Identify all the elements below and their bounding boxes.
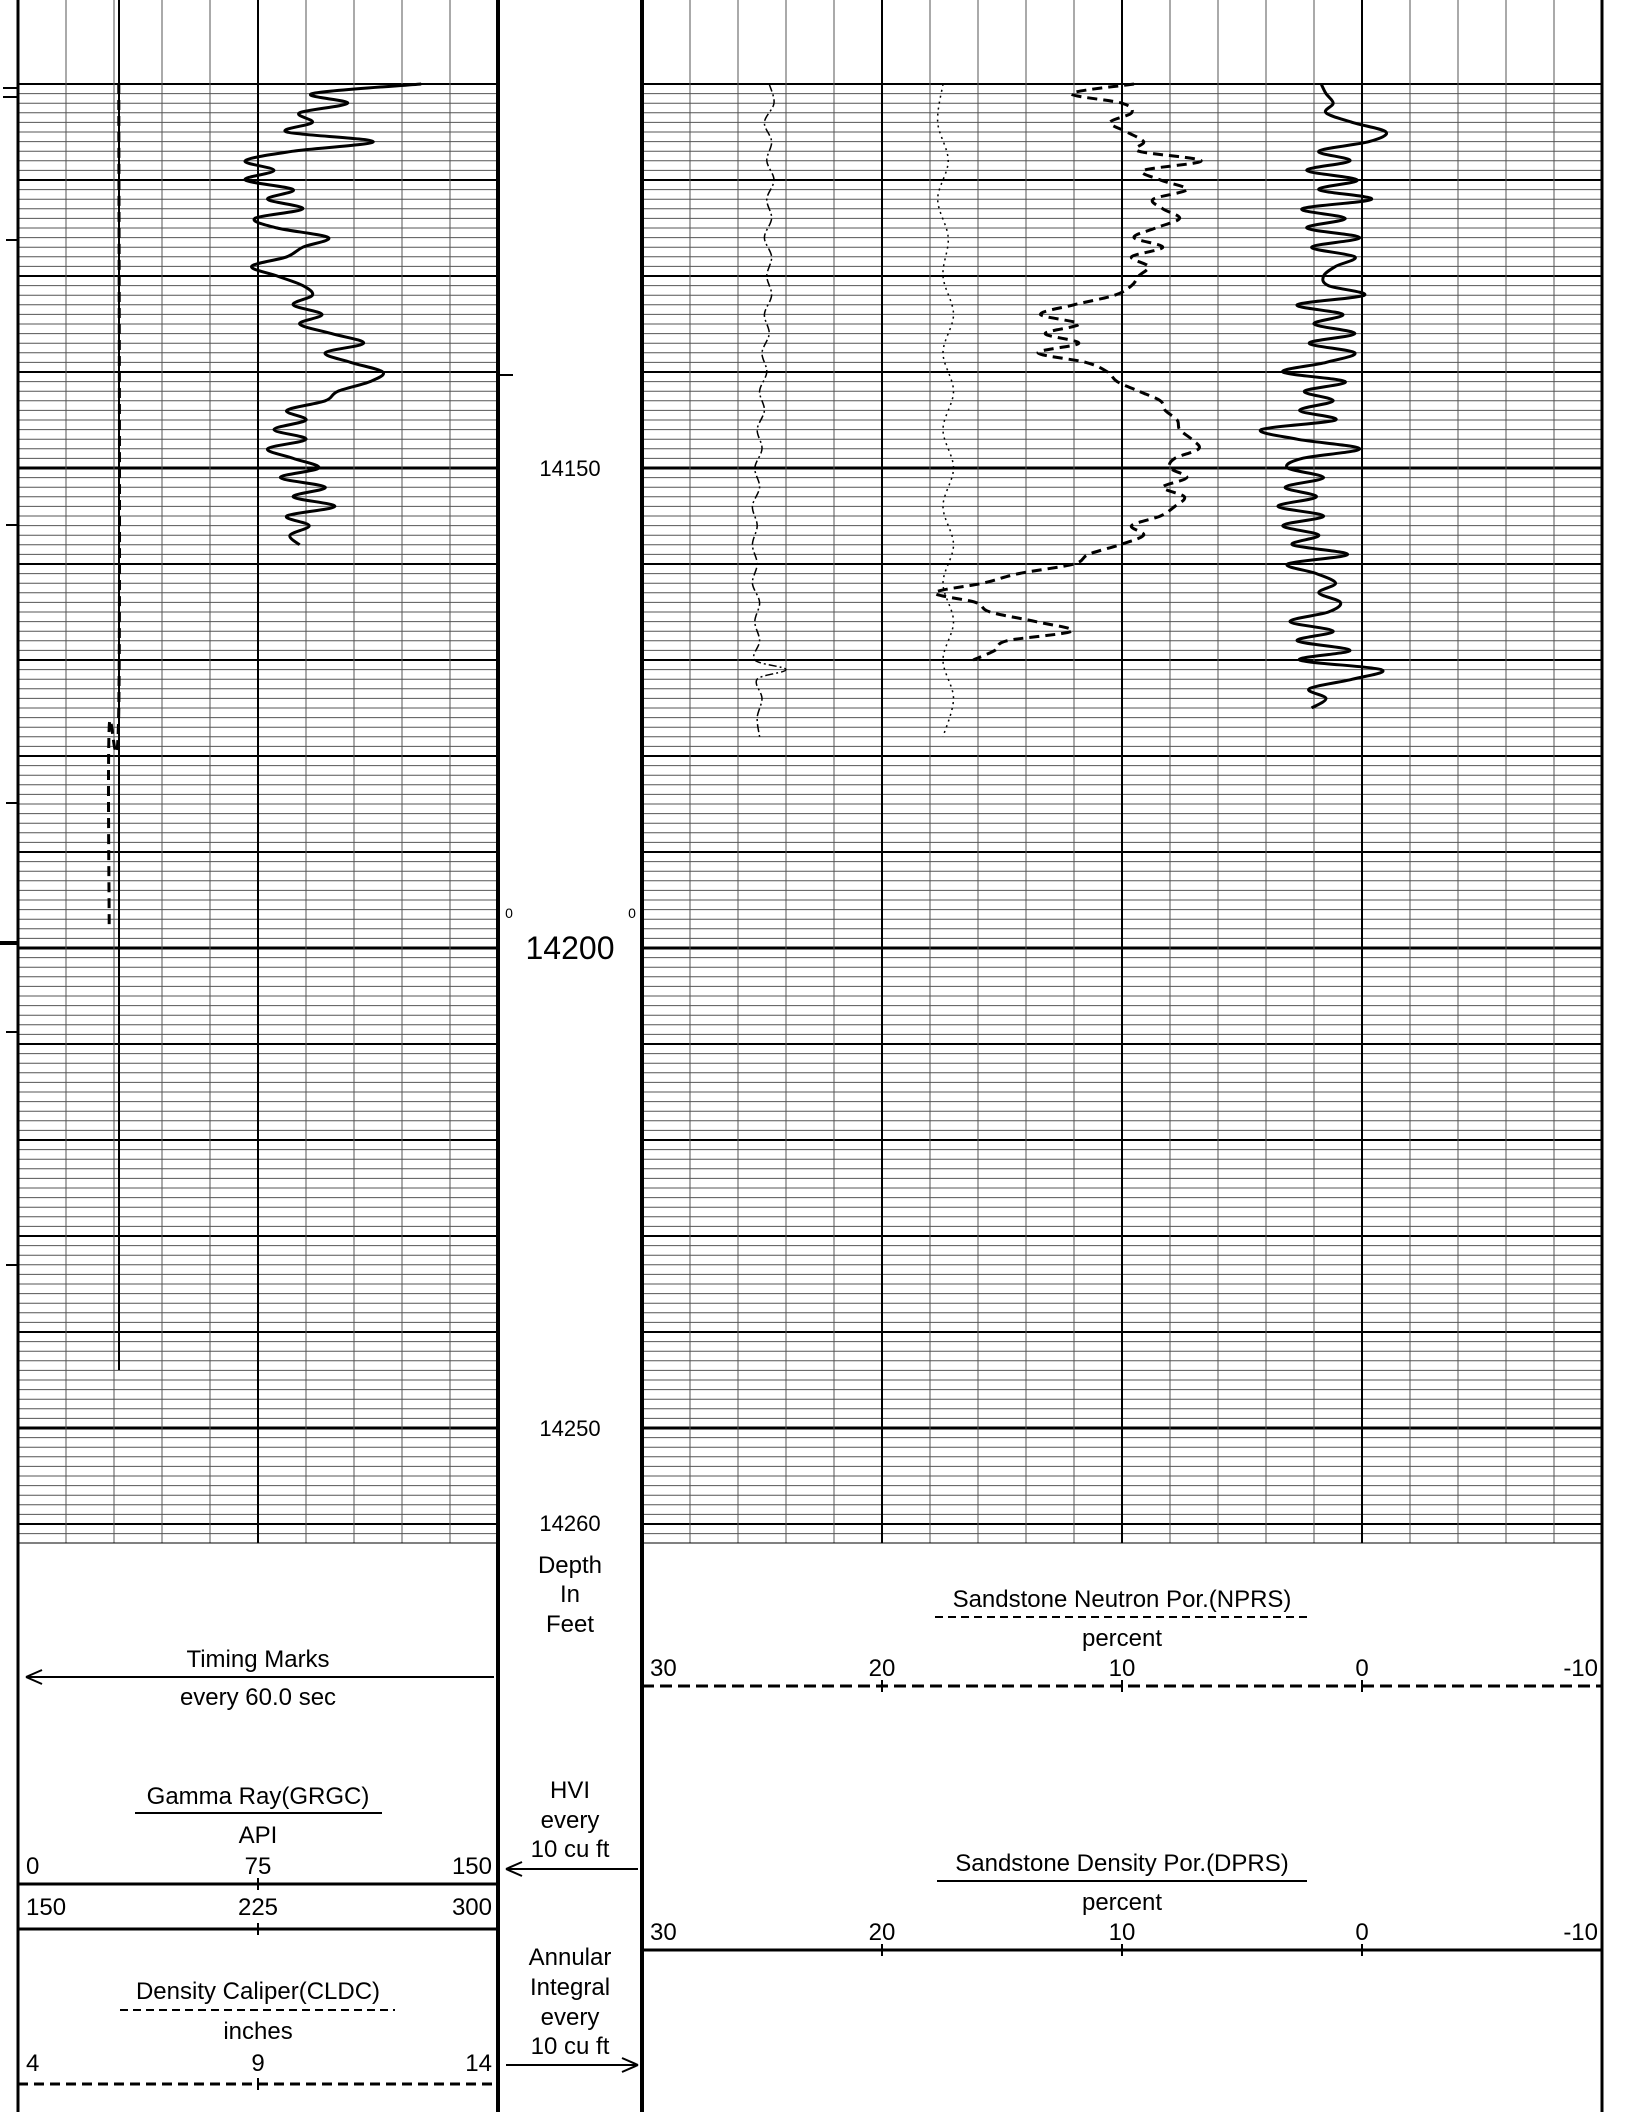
caliper-title: Density Caliper(CLDC) bbox=[136, 1978, 380, 2005]
gamma-ray-legend: Gamma Ray(GRGC) API 0 75 150 150 225 300 bbox=[18, 1783, 498, 1935]
neutron-unit: percent bbox=[1082, 1625, 1162, 1652]
arrow-left-icon bbox=[25, 1669, 43, 1685]
gamma-ray-title: Gamma Ray(GRGC) bbox=[147, 1783, 370, 1810]
annular-line3: every bbox=[541, 2004, 600, 2031]
small-zero-right: 0 bbox=[628, 905, 636, 921]
density-scale-20: 20 bbox=[869, 1919, 896, 1946]
gamma-ray-unit: API bbox=[239, 1822, 278, 1849]
neutron-porosity-legend: Sandstone Neutron Por.(NPRS) percent 30 … bbox=[642, 1586, 1602, 1692]
caliper-unit: inches bbox=[223, 2018, 292, 2045]
density-scale-neg10: -10 bbox=[1563, 1919, 1598, 1946]
depth-label-14260: 14260 bbox=[539, 1511, 600, 1536]
density-scale-30: 30 bbox=[650, 1919, 677, 1946]
curve-annular-integral bbox=[936, 83, 955, 738]
annular-line4: 10 cu ft bbox=[531, 2033, 610, 2060]
neutron-scale-30: 30 bbox=[650, 1655, 677, 1682]
density-caliper-legend: Density Caliper(CLDC) inches 4 9 14 bbox=[18, 1978, 498, 2090]
curve-density-caliper-cldc bbox=[106, 83, 122, 929]
annular-line2: Integral bbox=[530, 1974, 610, 2001]
depth-header-line2: In bbox=[560, 1581, 580, 1608]
neutron-scale-20: 20 bbox=[869, 1655, 896, 1682]
depth-header-line1: Depth bbox=[538, 1552, 602, 1579]
log-curves bbox=[106, 0, 1389, 1370]
small-zero-left: 0 bbox=[505, 905, 513, 921]
track-borders bbox=[16, 0, 1604, 2112]
density-scale-10: 10 bbox=[1109, 1919, 1136, 1946]
density-porosity-legend: Sandstone Density Por.(DPRS) percent 30 … bbox=[642, 1850, 1602, 1956]
arrow-left-icon bbox=[505, 1861, 523, 1877]
hvi-line2: every bbox=[541, 1807, 600, 1834]
curve-sandstone-neutron-por-nprs bbox=[933, 82, 1203, 662]
neutron-scale-0: 0 bbox=[1355, 1655, 1368, 1682]
neutron-scale-10: 10 bbox=[1109, 1655, 1136, 1682]
depth-label-14250: 14250 bbox=[539, 1416, 600, 1441]
left-track-grid bbox=[18, 0, 498, 1544]
timing-marks-title: Timing Marks bbox=[186, 1646, 329, 1673]
depth-header-line3: Feet bbox=[546, 1611, 594, 1638]
annular-line1: Annular bbox=[529, 1944, 612, 1971]
neutron-title: Sandstone Neutron Por.(NPRS) bbox=[953, 1586, 1292, 1613]
hvi-line3: 10 cu ft bbox=[531, 1836, 610, 1863]
gamma-scale1-left: 0 bbox=[26, 1853, 39, 1880]
depth-unit-header: Depth In Feet bbox=[538, 1552, 602, 1638]
annular-integral-legend: Annular Integral every 10 cu ft bbox=[506, 1944, 639, 2073]
hvi-line1: HVI bbox=[550, 1777, 590, 1804]
timing-marks-subtitle: every 60.0 sec bbox=[180, 1684, 336, 1711]
depth-label-14200: 14200 bbox=[526, 930, 615, 966]
density-title: Sandstone Density Por.(DPRS) bbox=[955, 1850, 1288, 1877]
left-margin-ticks bbox=[0, 87, 513, 1266]
density-unit: percent bbox=[1082, 1889, 1162, 1916]
gamma-scale2-left: 150 bbox=[26, 1894, 66, 1921]
curve-hvi bbox=[751, 83, 787, 737]
gamma-scale1-mid: 75 bbox=[245, 1853, 272, 1880]
gamma-scale1-right: 150 bbox=[452, 1853, 492, 1880]
timing-marks-legend: Timing Marks every 60.0 sec bbox=[25, 1646, 494, 1711]
curve-sandstone-density-por-dprs bbox=[1258, 83, 1389, 710]
caliper-scale-left: 4 bbox=[26, 2050, 39, 2077]
neutron-scale-neg10: -10 bbox=[1563, 1655, 1598, 1682]
depth-label-14150: 14150 bbox=[539, 456, 600, 481]
right-track-grid bbox=[642, 0, 1602, 1544]
gamma-scale2-mid: 225 bbox=[238, 1894, 278, 1921]
gamma-scale2-right: 300 bbox=[452, 1894, 492, 1921]
caliper-scale-right: 14 bbox=[465, 2050, 492, 2077]
caliper-scale-mid: 9 bbox=[251, 2050, 264, 2077]
arrow-right-icon bbox=[621, 2057, 639, 2073]
hvi-legend: HVI every 10 cu ft bbox=[505, 1777, 638, 1877]
density-scale-0: 0 bbox=[1355, 1919, 1368, 1946]
curve-gamma-ray-grgc bbox=[243, 82, 422, 546]
